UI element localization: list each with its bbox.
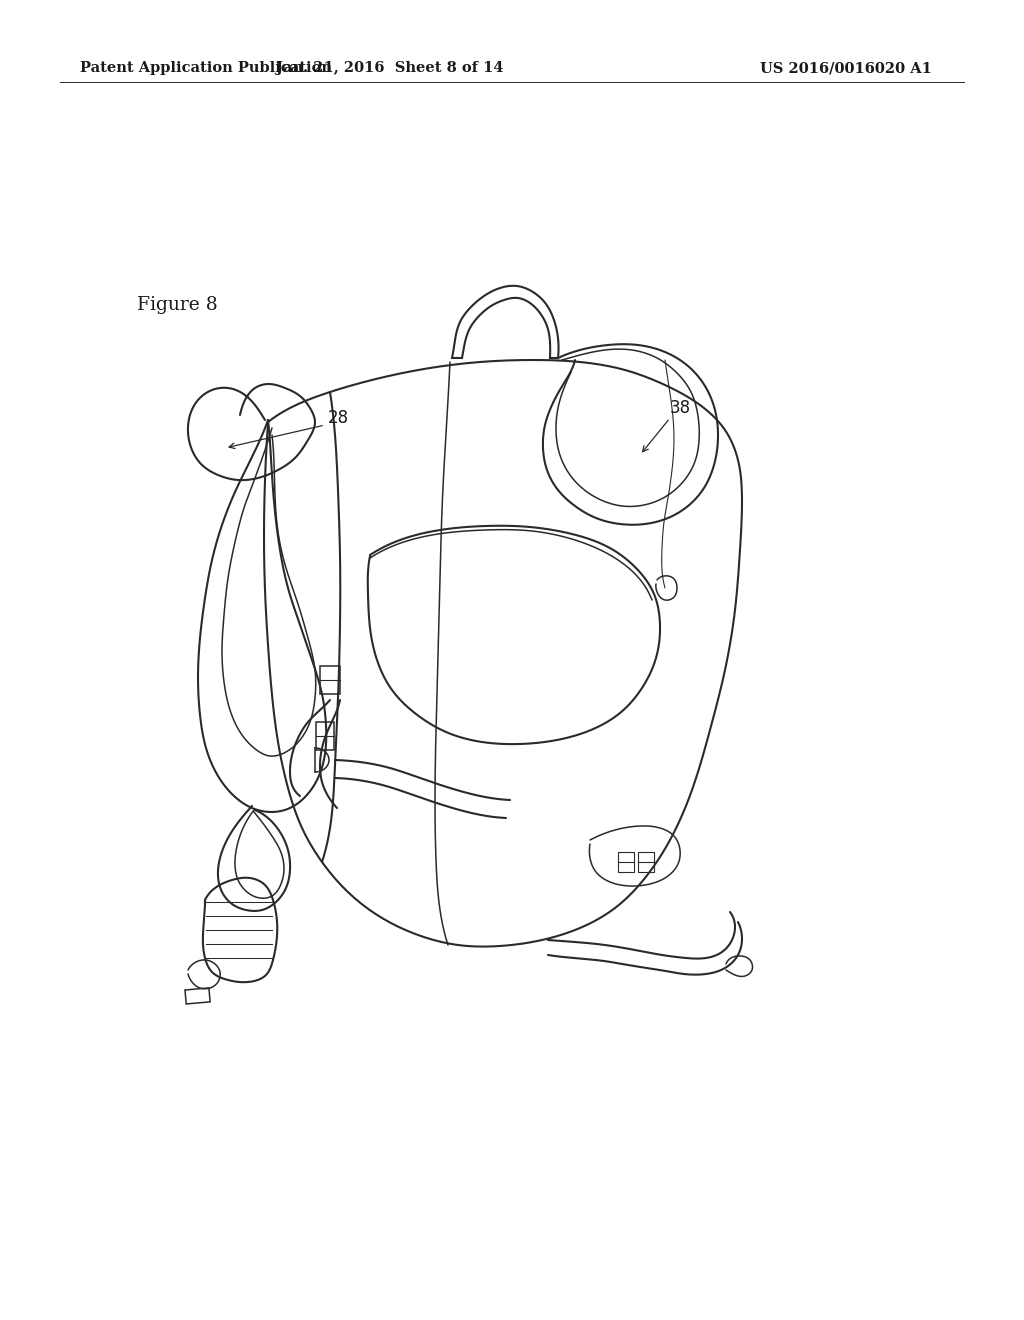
Text: Jan. 21, 2016  Sheet 8 of 14: Jan. 21, 2016 Sheet 8 of 14: [276, 61, 504, 75]
Text: US 2016/0016020 A1: US 2016/0016020 A1: [760, 61, 932, 75]
Bar: [316, 722, 334, 750]
Bar: [638, 851, 654, 873]
Bar: [185, 987, 210, 1005]
Text: 38: 38: [670, 399, 690, 417]
Text: 28: 28: [328, 409, 348, 426]
Text: Patent Application Publication: Patent Application Publication: [80, 61, 332, 75]
Bar: [319, 667, 340, 694]
Bar: [618, 851, 634, 873]
Text: Figure 8: Figure 8: [137, 296, 218, 314]
